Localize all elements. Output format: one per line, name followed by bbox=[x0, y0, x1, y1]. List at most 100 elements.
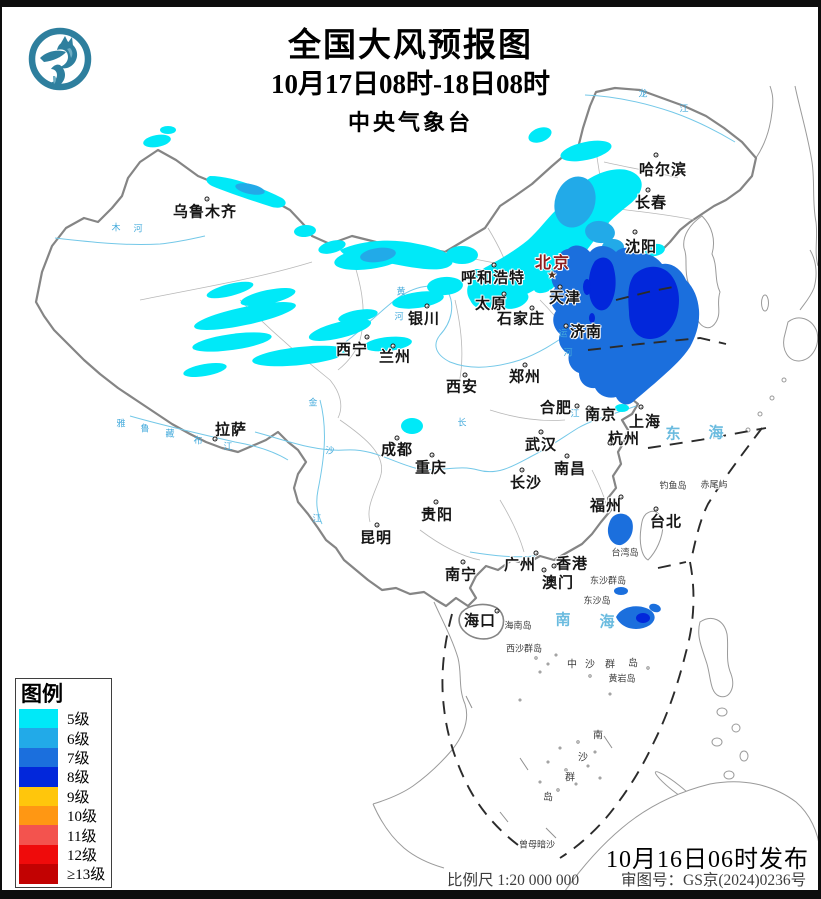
island-label: 赤尾屿 bbox=[700, 479, 728, 490]
legend-swatch bbox=[19, 709, 58, 729]
legend-label: 6级 bbox=[67, 731, 90, 748]
capital-label: 北京 bbox=[534, 255, 572, 272]
city-dot bbox=[394, 435, 400, 441]
city-label: 贵阳 bbox=[420, 507, 454, 524]
legend-swatch bbox=[19, 805, 58, 826]
legend-title: 图例 bbox=[21, 682, 63, 706]
legend-label: 5级 bbox=[67, 712, 90, 729]
city-label: 成都 bbox=[380, 442, 414, 459]
frame-left bbox=[0, 0, 2, 899]
city-dot bbox=[374, 522, 380, 528]
river-label-char: 木 bbox=[111, 222, 121, 233]
river-label-char: 运 bbox=[558, 328, 568, 339]
city-label: 呼和浩特 bbox=[460, 270, 526, 287]
river-label-char: 江 bbox=[570, 408, 580, 419]
city-dot bbox=[212, 436, 218, 442]
city-dot bbox=[533, 550, 539, 556]
city-dot bbox=[538, 429, 544, 435]
island-label: 东沙群岛 bbox=[589, 575, 627, 586]
island-label-char: 中 bbox=[567, 659, 577, 671]
legend-row: 8级 bbox=[16, 767, 111, 787]
river-label-char: 河 bbox=[394, 311, 404, 322]
city-label: 太原 bbox=[474, 296, 508, 313]
island-label-char: 岛 bbox=[628, 658, 638, 670]
map-approval-number: 审图号：GS京(2024)0236号 bbox=[621, 872, 807, 889]
city-dot bbox=[586, 405, 592, 411]
legend-swatch bbox=[19, 747, 58, 768]
island-label: 东沙岛 bbox=[583, 595, 611, 606]
city-dot bbox=[491, 262, 497, 268]
river-label-char: 河 bbox=[563, 347, 573, 358]
city-label: 台北 bbox=[649, 514, 683, 531]
city-dot bbox=[564, 453, 570, 459]
island-label: 曾母暗沙 bbox=[518, 839, 556, 850]
city-dot bbox=[424, 303, 430, 309]
river-label-char: 长 bbox=[457, 417, 467, 428]
city-label: 南昌 bbox=[553, 461, 587, 478]
city-label: 银川 bbox=[407, 311, 441, 328]
river-label-char: 江 bbox=[312, 513, 322, 524]
city-label: 长沙 bbox=[509, 475, 543, 492]
city-label: 杭州 bbox=[607, 431, 641, 448]
legend: 图例 5级 6级 7级 8级 9级 10级 11级 12级 ≥13级 bbox=[15, 678, 112, 888]
forecast-period: 10月17日08时-18日08时 bbox=[271, 69, 550, 99]
legend-row: 5级 bbox=[16, 709, 111, 729]
city-label: 西安 bbox=[445, 379, 479, 396]
agency-name: 中央气象台 bbox=[347, 110, 473, 135]
island-label: 钓鱼岛 bbox=[659, 480, 687, 491]
city-dot bbox=[618, 494, 624, 500]
frame-bottom bbox=[0, 890, 821, 899]
city-label: 南京 bbox=[584, 407, 618, 424]
city-dot bbox=[638, 404, 644, 410]
river-label-char: 江 bbox=[223, 441, 233, 452]
city-label: 香港 bbox=[555, 556, 589, 573]
frame-right bbox=[818, 0, 821, 899]
sea-label: 海 bbox=[599, 614, 615, 631]
legend-label: 12级 bbox=[67, 847, 98, 864]
legend-label: 9级 bbox=[67, 789, 90, 806]
city-label: 石家庄 bbox=[496, 311, 546, 328]
sea-label: 东 bbox=[665, 426, 681, 443]
city-label: 哈尔滨 bbox=[638, 162, 688, 179]
city-label: 上海 bbox=[628, 414, 662, 431]
cma-dragon-icon bbox=[28, 27, 92, 91]
island-label: 黄岩岛 bbox=[608, 673, 636, 684]
city-dot bbox=[607, 440, 613, 446]
river-label-char: 河 bbox=[133, 223, 143, 234]
river-label-char: 藏 bbox=[165, 428, 175, 439]
city-dot bbox=[364, 334, 370, 340]
city-dot bbox=[645, 187, 651, 193]
legend-label: 8级 bbox=[67, 770, 90, 787]
maritime-dashed-lines bbox=[441, 285, 767, 859]
city-dot bbox=[653, 506, 659, 512]
city-label: 西宁 bbox=[335, 342, 369, 359]
legend-swatch bbox=[19, 825, 58, 845]
legend-row: 7级 bbox=[16, 747, 111, 768]
map-scale: 比例尺 1:20 000 000 bbox=[447, 872, 580, 889]
city-label: 武汉 bbox=[524, 437, 558, 454]
legend-swatch bbox=[19, 786, 58, 806]
city-dot bbox=[653, 152, 659, 158]
capital-star-icon: ★ bbox=[547, 269, 557, 282]
legend-swatch bbox=[19, 728, 58, 748]
city-dot bbox=[519, 467, 525, 473]
legend-row: 6级 bbox=[16, 728, 111, 748]
legend-swatch bbox=[19, 844, 58, 865]
legend-label: ≥13级 bbox=[67, 867, 106, 884]
city-label: 广州 bbox=[503, 557, 537, 574]
river-label-char: 鲁 bbox=[140, 423, 150, 434]
river-label-char: 龙 bbox=[638, 88, 648, 99]
island-label-char: 群 bbox=[565, 772, 575, 784]
release-time: 10月16日06时发布 bbox=[606, 847, 809, 873]
city-label: 济南 bbox=[569, 324, 603, 341]
river-label-char: 雅 bbox=[116, 418, 126, 429]
city-label: 澳门 bbox=[541, 575, 575, 592]
city-dot bbox=[529, 305, 535, 311]
city-dot bbox=[204, 196, 210, 202]
city-dot bbox=[541, 567, 547, 573]
city-dot bbox=[462, 372, 468, 378]
page-title: 全国大风预报图 bbox=[288, 28, 533, 64]
